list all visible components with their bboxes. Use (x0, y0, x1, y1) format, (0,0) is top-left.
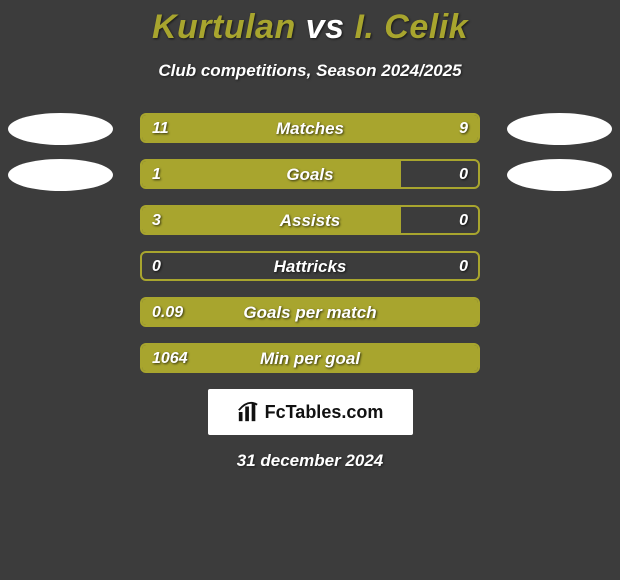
stat-label: Hattricks (142, 253, 478, 281)
player1-name: Kurtulan (152, 8, 296, 46)
vs-text: vs (306, 8, 345, 46)
stat-bar-track: 10Goals (140, 159, 480, 189)
stat-row: 10Goals (0, 159, 620, 189)
player1-avatar (8, 113, 113, 145)
stat-bar-track: 119Matches (140, 113, 480, 143)
stat-label: Assists (142, 207, 478, 235)
stat-bar-track: 1064Min per goal (140, 343, 480, 373)
stats-container: 119Matches 10Goals 30Assists 00Hattricks 0.0… (0, 113, 620, 373)
stat-row: 1064Min per goal (0, 343, 620, 373)
player2-avatar (507, 159, 612, 191)
stat-row: 119Matches (0, 113, 620, 143)
subtitle: Club competitions, Season 2024/2025 (0, 61, 620, 81)
stat-label: Matches (142, 115, 478, 143)
stat-row: 30Assists (0, 205, 620, 235)
brand-badge: FcTables.com (208, 389, 413, 435)
player1-avatar (8, 159, 113, 191)
comparison-title: Kurtulan vs I. Celik (0, 0, 620, 47)
stat-bar-track: 0.09Goals per match (140, 297, 480, 327)
stat-row: 0.09Goals per match (0, 297, 620, 327)
stat-row: 00Hattricks (0, 251, 620, 281)
footer-date: 31 december 2024 (0, 451, 620, 471)
stat-label: Goals per match (142, 299, 478, 327)
stat-bar-track: 00Hattricks (140, 251, 480, 281)
stat-label: Min per goal (142, 345, 478, 373)
brand-text: FcTables.com (265, 402, 384, 423)
stat-label: Goals (142, 161, 478, 189)
fctables-icon (237, 401, 259, 423)
player2-name: I. Celik (354, 8, 468, 46)
player2-avatar (507, 113, 612, 145)
stat-bar-track: 30Assists (140, 205, 480, 235)
